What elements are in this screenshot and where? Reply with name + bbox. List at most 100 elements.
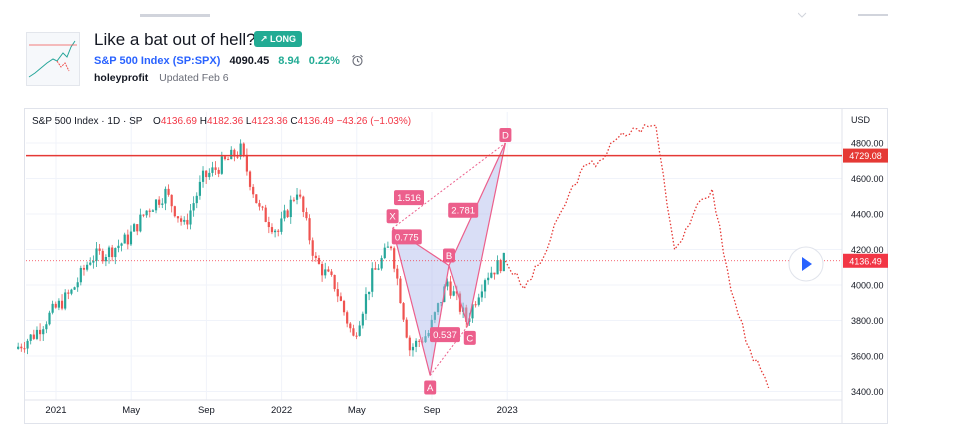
legend-change: −43.26 (−1.03%) [336,116,412,127]
candle-body-85 [283,210,286,219]
candle-body-119 [389,246,393,249]
ratio-box-0 [391,229,422,245]
candle-body-73 [245,154,248,172]
candle-body-32 [117,245,120,249]
candle-body-55 [189,210,192,225]
candle-body-52 [180,218,183,222]
candle-body-123 [402,303,405,320]
idea-thumbnail[interactable] [26,32,80,86]
candle-body-97 [321,264,324,276]
candle-body-124 [405,319,408,338]
candle-body-81 [270,227,274,233]
candle-body-109 [358,325,361,336]
candle-body-139 [452,291,455,296]
candle-body-94 [311,240,314,256]
pattern-leg-CD [467,142,506,326]
candle-body-118 [386,246,389,248]
ratio-label-2: 1.516 [397,193,421,204]
candle-body-20 [79,267,82,283]
candle-body-125 [408,337,411,351]
price-tag-label-0: 4729.08 [849,151,882,161]
harmonic-pattern: 0.775 0.537 1.516 2.781 X A B C D [386,128,512,395]
candle-body-30 [111,247,114,258]
candle-body-39 [139,214,142,232]
chart-legend: S&P 500 Index · 1D · SP O4136.69 H4182.3… [32,116,411,127]
candle-body-153 [496,260,499,275]
chart-grid [24,108,843,424]
x-tick-2: Sep [198,405,215,416]
candle-body-45 [158,199,161,205]
candle-body-126 [411,346,415,351]
candle-body-56 [192,203,195,211]
price-tag-label-1: 4136.49 [849,256,882,266]
candle-body-58 [198,181,201,196]
y-tick-4200: 4200.00 [851,245,884,255]
candle-body-21 [82,267,86,270]
candle-body-63 [214,167,217,170]
ratio-label-1: 0.537 [433,330,457,341]
x-tick-5: Sep [424,405,441,416]
candle-body-11 [51,303,54,313]
candle-body-150 [487,277,490,281]
ratio-label-3: 2.781 [451,206,475,217]
candle-body-36 [129,231,133,245]
candle-body-66 [223,156,227,160]
candle-body-112 [368,291,371,295]
ratio-label-0: 0.775 [395,232,419,243]
candle-body-50 [173,206,176,217]
candle-body-152 [493,272,496,275]
y-tick-3600: 3600.00 [851,352,884,362]
symbol-code-link[interactable]: (SP:SPX) [172,55,221,67]
candle-body-16 [67,292,70,294]
symbol-name-link[interactable]: S&P 500 Index [94,55,170,67]
x-tick-0: 2021 [45,405,66,416]
candle-body-62 [211,167,214,173]
candle-body-31 [114,248,117,258]
pattern-leg-BC [448,265,469,327]
point-label-D: D [502,131,509,142]
candle-body-113 [371,268,374,292]
candle-body-100 [330,271,333,275]
legend-symbol: S&P 500 Index · 1D · SP [32,116,143,127]
candle-body-38 [136,224,139,232]
idea-header: Like a bat out of hell? ↗ LONG S&P 500 I… [26,30,906,88]
candle-body-95 [314,255,317,259]
candle-body-26 [98,248,101,251]
candle-body-77 [258,203,261,207]
pattern-leg-AB [429,265,450,376]
candle-body-14 [60,300,64,309]
point-box-X [386,209,399,224]
candle-body-71 [239,143,242,157]
pattern-leg-XA [392,228,431,376]
author-name[interactable]: holeyprofit [94,72,149,84]
projection-path [504,124,770,389]
legend-c-label: C [290,116,298,127]
candle-body-43 [151,210,154,212]
point-box-A [424,380,437,395]
candle-body-134 [436,303,440,313]
candle-body-115 [377,268,380,270]
candle-body-107 [352,328,355,336]
candle-body-110 [361,313,364,326]
candle-body-89 [295,194,299,200]
candle-body-68 [230,149,233,160]
chart-overlay [788,246,824,282]
pattern-fill-bcd [449,143,506,326]
symbol-price: 4090.45 [229,55,270,67]
x-axis: 2021 May Sep 2022 May Sep 2023 [45,405,517,416]
alarm-clock-icon[interactable] [351,54,364,70]
point-box-C [463,330,476,345]
candle-body-40 [142,214,145,216]
candle-body-34 [123,234,126,244]
candle-body-35 [126,234,129,245]
projection-line [504,124,770,389]
candle-body-137 [446,281,449,287]
candle-body-48 [167,188,170,195]
candle-body-57 [195,195,198,204]
candle-body-24 [92,260,95,263]
candle-body-2 [23,348,26,350]
candle-body-7 [39,329,42,335]
y-axis: USD 3400.00 3600.00 3800.00 4000.00 4200.00 44… [843,115,888,397]
candle-body-47 [164,188,167,204]
